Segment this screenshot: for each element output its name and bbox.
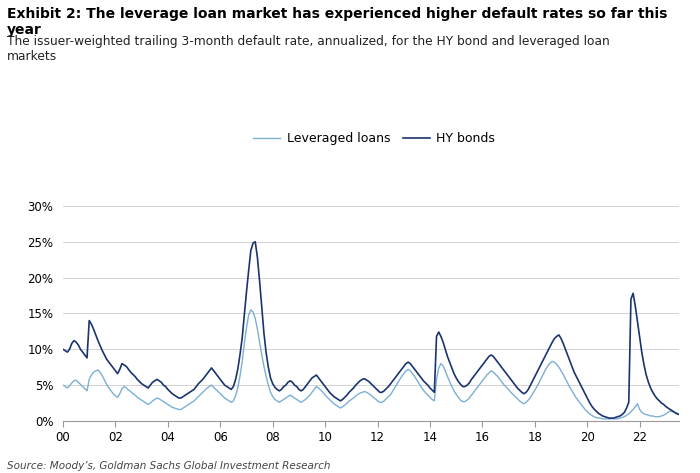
HY bonds (382, 386, 391, 392)
HY bonds (273, 386, 281, 392)
Leveraged loans (59, 382, 67, 388)
Leveraged loans (382, 396, 391, 402)
HY bonds (59, 346, 67, 352)
Leveraged loans (681, 411, 690, 417)
Text: Source: Moody’s, Goldman Sachs Global Investment Research: Source: Moody’s, Goldman Sachs Global In… (7, 461, 330, 471)
HY bonds (242, 289, 251, 295)
HY bonds (251, 239, 260, 245)
HY bonds (681, 414, 690, 420)
Leveraged loans (135, 396, 143, 402)
Leveraged loans (273, 398, 281, 404)
Line: HY bonds: HY bonds (63, 242, 700, 418)
HY bonds (135, 379, 143, 385)
Legend: Leveraged loans, HY bonds: Leveraged loans, HY bonds (248, 127, 500, 150)
HY bonds (605, 415, 613, 421)
Leveraged loans (246, 307, 255, 313)
Leveraged loans (242, 325, 251, 331)
Leveraged loans (354, 392, 362, 397)
HY bonds (354, 380, 362, 386)
Text: Exhibit 2: The leverage loan market has experienced higher default rates so far : Exhibit 2: The leverage loan market has … (7, 7, 667, 37)
Text: The issuer-weighted trailing 3-month default rate, annualized, for the HY bond a: The issuer-weighted trailing 3-month def… (7, 35, 610, 63)
Leveraged loans (598, 416, 607, 421)
Line: Leveraged loans: Leveraged loans (63, 310, 700, 419)
